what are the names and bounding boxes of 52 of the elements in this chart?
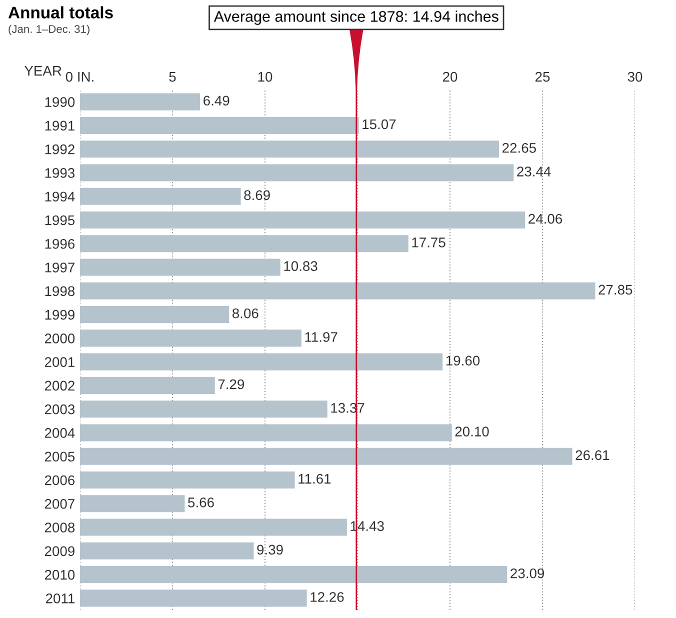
data-label: 12.26	[310, 592, 344, 602]
y-tick-label: 2010	[44, 570, 75, 580]
y-tick-label: 1997	[45, 262, 74, 272]
y-tick-label: 2002	[44, 380, 74, 391]
data-label: 17.75	[412, 238, 446, 248]
y-axis-title: YEAR	[24, 66, 62, 76]
data-label: 8.69	[244, 190, 270, 200]
y-tick-label: 2004	[44, 428, 75, 438]
data-label: 23.09	[510, 568, 544, 578]
data-label: 6.49	[204, 96, 230, 106]
data-label: 11.61	[298, 474, 331, 484]
x-tick-label: 30	[628, 72, 642, 82]
data-label: 10.83	[284, 261, 318, 271]
y-tick-label: 2003	[44, 404, 75, 414]
y-tick-label: 1992	[45, 144, 74, 154]
y-tick-label: 2005	[44, 452, 75, 462]
data-label: 19.60	[446, 356, 480, 366]
data-label: 20.10	[455, 426, 489, 436]
data-label: 11.97	[305, 332, 338, 342]
y-tick-label: 1995	[45, 215, 75, 226]
x-tick-label: 20	[442, 72, 458, 82]
y-tick-label: 1991	[45, 120, 74, 131]
chart-title: Annual totals	[8, 6, 113, 18]
y-tick-label: 2007	[44, 498, 74, 509]
data-label: 9.39	[257, 544, 283, 555]
x-tick-label: 10	[258, 72, 272, 82]
data-label: 22.65	[502, 142, 536, 153]
y-tick-label: 2008	[44, 522, 75, 532]
y-tick-label: 2001	[44, 357, 74, 367]
x-tick-label: 0 IN.	[66, 72, 94, 82]
y-tick-label: 1994	[45, 192, 75, 202]
x-tick-label: 5	[169, 72, 176, 82]
y-tick-label: 2006	[44, 475, 75, 486]
data-label: 26.61	[576, 450, 610, 460]
data-label: 5.66	[188, 498, 214, 508]
data-label: 24.06	[528, 214, 562, 224]
data-label: 23.44	[517, 166, 551, 176]
y-tick-label: 1993	[45, 168, 75, 178]
data-label: 15.07	[362, 119, 396, 130]
data-label: 8.06	[232, 308, 258, 318]
y-tick-label: 2000	[44, 334, 75, 344]
data-label: 7.29	[218, 379, 244, 390]
y-tick-label: 2011	[46, 594, 74, 604]
x-tick-label: 25	[535, 72, 550, 82]
data-label: 27.85	[598, 284, 632, 295]
y-tick-label: 2009	[44, 546, 74, 556]
ref-line-label: Average amount since 1878: 14.94 inches	[214, 10, 498, 25]
y-tick-label: 1996	[45, 238, 75, 249]
y-tick-label: 1990	[45, 97, 75, 107]
y-tick-label: 1998	[45, 286, 75, 296]
chart-subtitle: (Jan. 1–Dec. 31)	[8, 24, 90, 36]
y-tick-label: 1999	[45, 310, 74, 320]
